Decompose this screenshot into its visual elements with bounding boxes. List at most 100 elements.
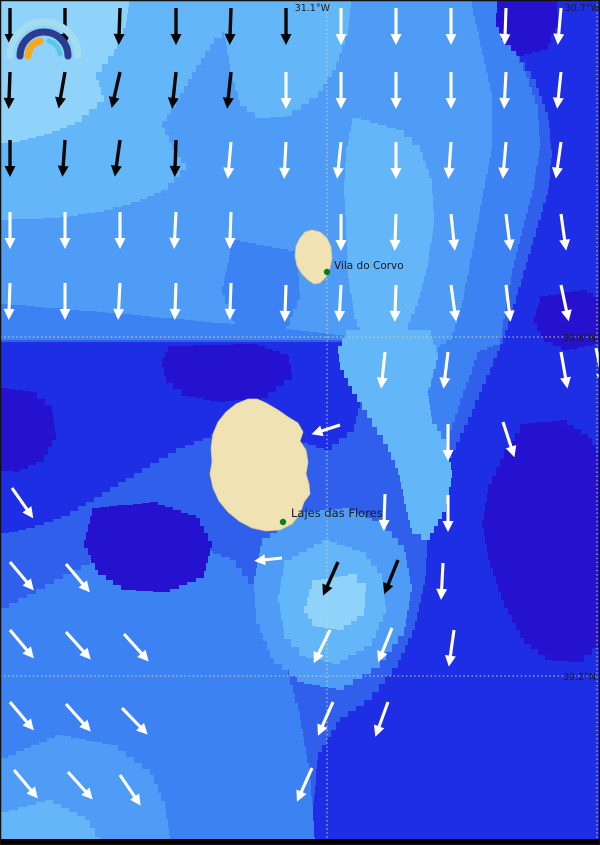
wind-arrow	[335, 8, 347, 45]
latitude-label: 39.6°N	[563, 333, 596, 344]
wind-arrow-head	[311, 425, 324, 437]
wind-arrow	[442, 424, 454, 461]
wind-arrow	[64, 563, 90, 593]
bottom-bar	[0, 839, 600, 845]
wind-arrow	[444, 629, 456, 667]
wind-arrow-head	[335, 98, 347, 109]
wind-arrow-head	[561, 309, 572, 322]
wind-arrow	[439, 351, 451, 389]
latitude-label: 39.2°N	[563, 672, 596, 683]
wind-speed-contour-navy-midcenter	[162, 344, 292, 402]
wind-arrow	[66, 770, 93, 800]
wind-arrow-head	[81, 787, 93, 800]
wind-arrow-head	[169, 165, 181, 177]
wind-arrow	[334, 284, 346, 322]
wind-arrow-head	[280, 34, 292, 45]
wind-arrow-head	[169, 237, 181, 249]
wind-arrow-head	[449, 309, 461, 322]
wind-arrow	[559, 284, 572, 322]
wind-arrow	[55, 71, 67, 109]
wind-arrow	[10, 487, 34, 519]
wind-arrow	[436, 562, 448, 600]
wind-arrow-head	[383, 582, 394, 595]
wind-arrow-head	[390, 98, 402, 109]
wind-arrow-head	[137, 649, 149, 662]
wind-arrow-head	[22, 718, 34, 731]
wind-speed-contour-navy-righttall	[482, 420, 600, 662]
wind-arrow	[169, 139, 181, 177]
wind-arrow-head	[443, 167, 455, 179]
wind-arrow	[559, 351, 571, 389]
wind-arrow	[499, 7, 511, 45]
wind-arrow	[114, 212, 126, 249]
wind-arrow-head	[222, 97, 234, 109]
wind-arrow-head	[280, 98, 292, 109]
wind-arrow	[3, 282, 15, 320]
wind-arrow-head	[439, 377, 451, 389]
wind-arrow-head	[553, 33, 565, 45]
town-label-corvo: Vila do Corvo	[334, 260, 404, 272]
wind-arrow	[503, 284, 515, 322]
wind-arrow-head	[167, 97, 179, 109]
wind-arrow-head	[442, 450, 454, 461]
wind-arrow-head	[3, 97, 15, 109]
wind-speed-contour-navy-lowerleft	[84, 502, 212, 592]
wind-arrow	[4, 212, 16, 249]
wind-arrow-head	[389, 239, 401, 251]
wind-arrow	[311, 423, 341, 437]
wind-arrow	[448, 213, 460, 251]
wind-arrow-head	[279, 310, 291, 322]
wind-arrow	[378, 493, 390, 531]
wind-arrow-head	[317, 723, 328, 736]
wind-arrow	[442, 495, 454, 532]
wind-arrow-head	[390, 34, 402, 45]
wind-arrow	[224, 211, 236, 249]
wind-arrow	[118, 774, 141, 806]
wind-arrow	[223, 141, 235, 179]
wind-speed-contour-plume-core	[304, 574, 366, 630]
wind-arrow-head	[22, 646, 34, 659]
wind-arrow-head	[499, 97, 511, 109]
wind-arrow-head	[169, 308, 181, 320]
wind-arrow	[170, 8, 182, 45]
wind-arrow	[317, 701, 335, 736]
rainbow-arcs-logo	[6, 18, 82, 60]
wind-arrow-head	[136, 722, 148, 735]
wind-arrow	[390, 8, 402, 45]
wind-arrow	[335, 72, 347, 109]
wind-arrow	[8, 561, 34, 591]
wind-arrow	[332, 141, 344, 179]
wind-arrow-head	[334, 310, 346, 322]
wind-arrow	[501, 421, 517, 458]
wind-arrow-head	[59, 309, 71, 320]
wind-arrow	[113, 282, 125, 320]
wind-arrow-head	[279, 167, 291, 179]
wind-arrow	[389, 213, 401, 251]
wind-arrow-head	[110, 164, 122, 177]
island-corvo	[294, 229, 333, 285]
wind-arrow-head	[322, 583, 333, 596]
wind-arrow	[376, 351, 388, 389]
wind-arrow	[498, 141, 510, 179]
wind-arrow-head	[373, 724, 385, 737]
wind-arrow-head	[4, 238, 16, 249]
wind-speed-contour-topcenter-lighter	[224, 0, 352, 118]
wind-arrow-head	[377, 650, 388, 663]
wind-arrow-head	[505, 445, 517, 458]
wind-arrow-head	[503, 310, 515, 322]
wind-arrow-head	[444, 654, 456, 667]
wind-arrow	[222, 71, 234, 109]
wind-arrow	[3, 71, 15, 109]
wind-arrow-head	[442, 521, 454, 532]
town-label-flores: Lajes das Flores	[291, 506, 383, 520]
logo-arc	[24, 37, 44, 60]
wind-arrow-head	[390, 168, 402, 179]
wind-arrow-head	[79, 647, 91, 660]
wind-arrow-head	[78, 580, 90, 593]
wind-arrow-head	[559, 238, 571, 251]
wind-arrow-head	[224, 33, 236, 45]
wind-arrow	[383, 559, 400, 595]
wind-arrow-head	[335, 240, 347, 251]
town-marker-corvo	[323, 268, 331, 276]
